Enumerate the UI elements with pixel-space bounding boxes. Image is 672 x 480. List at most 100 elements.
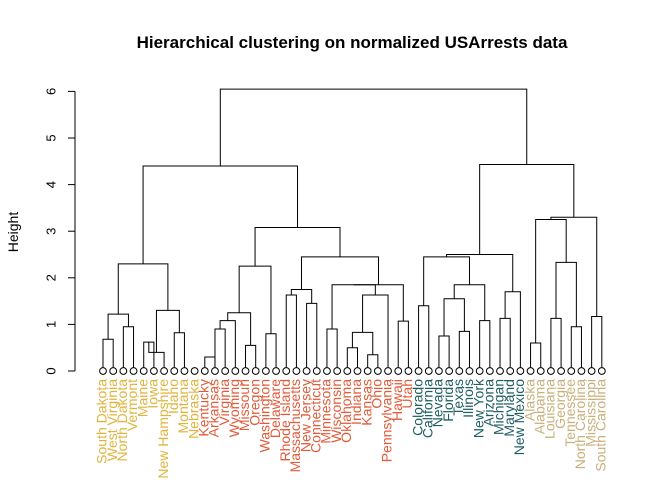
dendrogram-branch (155, 309, 180, 353)
leaf-point (394, 367, 403, 375)
leaf-point (109, 367, 118, 375)
leaf-point (150, 367, 158, 375)
leaf-point (282, 367, 291, 375)
leaf-label: Hawaii (389, 379, 405, 421)
leaf-label: New York (470, 378, 486, 438)
leaf-label: Ohio (369, 379, 385, 409)
dendrogram-branch (204, 356, 216, 371)
leaf-label: North Carolina (572, 379, 588, 469)
leaf-point (170, 367, 179, 375)
leaf-point (231, 367, 240, 375)
leaf-point (302, 367, 311, 375)
leaf-point (485, 367, 494, 375)
leaf-label: North Dakota (114, 379, 130, 462)
dendrogram-branch (438, 335, 450, 371)
dendrogram-branch (443, 298, 465, 337)
y-tick-label: 2 (43, 274, 58, 281)
leaf-point (333, 367, 342, 375)
y-axis-label: Height (5, 212, 21, 253)
dendrogram-branch (479, 320, 491, 371)
leaf-point (435, 367, 443, 375)
leaf-point (373, 367, 382, 375)
leaf-label: Connecticut (307, 379, 323, 453)
leaf-label: Washington (257, 379, 273, 452)
leaf-point (414, 367, 423, 375)
leaf-point (506, 367, 515, 375)
dendrogram-branch (479, 164, 575, 255)
dendrogram-branches (102, 88, 603, 371)
leaf-label: Idaho (165, 379, 181, 414)
leaf-point (445, 367, 454, 375)
leaf-label: Illinois (460, 379, 476, 418)
leaf-point (353, 367, 362, 375)
dendrogram-branch (254, 226, 341, 267)
leaf-label: New Mexico (511, 379, 527, 455)
dendrogram-branch (290, 288, 313, 304)
leaf-label: Wyoming (226, 379, 242, 437)
y-axis: 0 1 2 3 4 5 6 (43, 88, 76, 375)
leaf-point (129, 367, 138, 375)
leaf-point (587, 367, 596, 375)
y-tick-label: 6 (43, 88, 58, 95)
leaf-label: Pennsylvania (379, 379, 395, 462)
dendrogram-branch (555, 261, 577, 327)
y-tick-label: 3 (43, 228, 58, 235)
leaf-point (516, 367, 525, 375)
y-tick-label: 0 (43, 367, 58, 374)
leaf-point (363, 367, 372, 375)
dendrogram-branch (504, 291, 521, 371)
dendrogram-branch (122, 326, 135, 371)
leaf-point (547, 367, 555, 375)
leaf-label: Rhode Island (277, 379, 293, 462)
leaf-label: Delaware (267, 379, 283, 438)
dendrogram-branch (397, 320, 409, 371)
dendrogram-branch (306, 302, 318, 371)
leaf-point (475, 367, 484, 375)
dendrogram-branch (219, 320, 236, 371)
dendrogram-branch (331, 284, 376, 330)
leaf-label: California (419, 379, 435, 438)
dendrogram-branch (142, 165, 299, 264)
leaf-label: West Virginia (104, 379, 120, 461)
leaf-label: Colorado (409, 379, 425, 436)
leaf-label: Florida (440, 379, 456, 422)
dendrogram-branch (351, 331, 374, 355)
leaf-point (211, 367, 219, 375)
leaf-point (261, 367, 270, 375)
dendrogram-branch (285, 294, 297, 371)
leaf-label: Maine (134, 379, 150, 417)
leaf-label: Iowa (145, 379, 161, 409)
leaf-point (424, 367, 433, 375)
leaf-point (272, 367, 280, 375)
leaf-label: Oklahoma (338, 379, 354, 443)
leaf-point (190, 367, 199, 375)
dendrogram-branch (238, 265, 272, 334)
leaf-point (577, 367, 586, 375)
leaf-label: Utah (399, 379, 415, 409)
leaf-label: Maryland (501, 379, 517, 437)
leaf-label: Georgia (552, 379, 568, 429)
chart-title: Hierarchical clustering on normalized US… (137, 33, 568, 52)
dendrogram-branch (458, 330, 470, 371)
leaf-point (557, 367, 565, 375)
leaf-label: Texas (450, 379, 466, 416)
y-tick-label: 5 (43, 134, 58, 141)
leaf-point (496, 367, 504, 375)
dendrogram-branch (550, 317, 562, 371)
dendrogram-branch (570, 326, 582, 371)
leaf-label: New Hampshire (155, 379, 171, 479)
leaf-point (312, 367, 321, 375)
leaf-point (536, 367, 545, 375)
dendrogram-branch (353, 284, 404, 322)
leaf-label: Minnesota (318, 379, 334, 444)
leaf-point (221, 367, 230, 375)
dendrogram-branch (453, 284, 486, 321)
dendrogram-branch (245, 344, 257, 371)
y-tick-label: 4 (43, 181, 58, 188)
leaf-label: Mississippi (582, 379, 598, 447)
dendrogram-branch (117, 263, 169, 315)
leaf-point (241, 367, 250, 375)
leaf-label: Indiana (348, 379, 364, 425)
dendrogram-branch (219, 88, 528, 166)
